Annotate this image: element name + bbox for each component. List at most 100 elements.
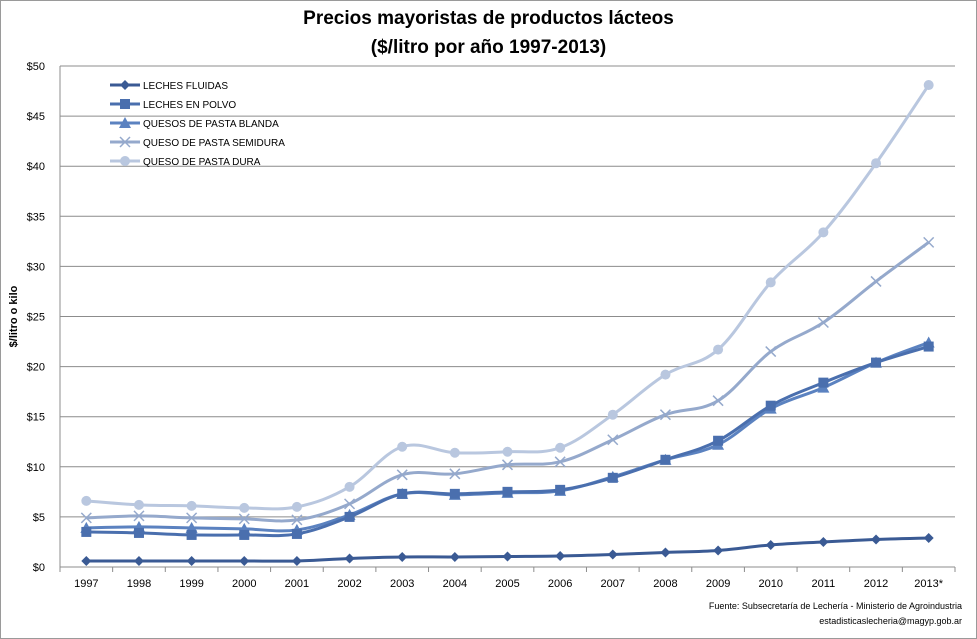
data-point <box>344 511 355 522</box>
data-point <box>607 472 618 483</box>
data-point <box>133 527 144 538</box>
x-tick-label: 2003 <box>390 578 414 590</box>
data-point <box>186 512 198 524</box>
data-point <box>239 502 250 513</box>
x-tick-label: 2007 <box>601 578 625 590</box>
data-point <box>818 536 829 547</box>
data-point <box>555 550 566 561</box>
x-tick-label: 2011 <box>812 578 836 590</box>
data-point <box>291 501 302 512</box>
data-point <box>186 529 197 540</box>
legend-label: QUESOS DE PASTA BLANDA <box>143 119 279 130</box>
series-line <box>86 84 930 511</box>
data-point <box>871 357 882 368</box>
y-tick-label: $20 <box>27 362 45 374</box>
data-point <box>871 158 882 169</box>
data-point <box>555 484 566 495</box>
x-tick-label: 2009 <box>706 578 730 590</box>
x-tick-label: 2001 <box>285 578 309 590</box>
source-line-1: Fuente: Subsecretaría de Lechería - Mini… <box>708 601 962 611</box>
series-0 <box>81 532 934 566</box>
data-point <box>870 275 882 287</box>
y-tick-label: $10 <box>27 462 45 474</box>
legend-marker <box>120 156 130 166</box>
data-point <box>555 442 566 453</box>
data-point <box>660 454 671 465</box>
x-tick-label: 2006 <box>548 578 572 590</box>
data-point <box>449 488 460 499</box>
data-point <box>81 555 92 566</box>
x-tick-label: 2012 <box>864 578 888 590</box>
series-3 <box>80 236 935 526</box>
legend-label: LECHES EN POLVO <box>143 100 236 111</box>
data-point <box>713 545 724 556</box>
y-axis-label: $/litro o kilo <box>8 285 20 347</box>
x-tick-label: 2000 <box>232 578 256 590</box>
data-point <box>344 498 356 510</box>
data-point <box>923 80 934 91</box>
x-tick-label: 1999 <box>179 578 203 590</box>
data-point <box>397 551 408 562</box>
data-point <box>765 539 776 550</box>
legend-label: LECHES FLUIDAS <box>143 81 228 92</box>
legend-label: QUESO DE PASTA DURA <box>143 157 261 168</box>
data-point <box>502 486 513 497</box>
y-tick-label: $5 <box>33 512 45 524</box>
y-tick-label: $35 <box>27 211 45 223</box>
legend: LECHES FLUIDAS LECHES EN POLVO QUESOS DE P… <box>110 80 285 168</box>
data-point <box>554 456 566 468</box>
chart-subtitle: ($/litro por año 1997-2013) <box>370 37 607 58</box>
data-point <box>607 409 618 420</box>
data-point <box>871 534 882 545</box>
data-point <box>186 555 197 566</box>
data-point <box>344 481 355 492</box>
legend-marker <box>120 80 130 90</box>
y-tick-label: $40 <box>27 161 45 173</box>
data-point <box>81 495 92 506</box>
data-point <box>765 400 776 411</box>
data-point <box>291 514 303 526</box>
data-point <box>501 459 514 471</box>
data-point <box>502 446 513 457</box>
x-tick-label: 2013* <box>914 578 943 590</box>
series-line <box>86 241 930 523</box>
x-tick-label: 2008 <box>653 578 677 590</box>
data-point <box>80 512 92 524</box>
data-point <box>397 441 408 452</box>
y-tick-label: $45 <box>27 111 45 123</box>
data-point <box>713 344 724 355</box>
chart-title: Precios mayoristas de productos lácteos <box>303 8 674 29</box>
data-point <box>133 555 144 566</box>
data-point <box>186 500 197 511</box>
series-line <box>86 341 930 533</box>
legend-marker <box>119 136 131 148</box>
data-point <box>502 551 513 562</box>
y-tick-label: $0 <box>33 562 45 574</box>
data-point <box>133 499 144 510</box>
x-tick-label: 1997 <box>74 578 98 590</box>
data-point <box>291 528 302 539</box>
legend-marker <box>120 99 130 109</box>
series-4 <box>81 80 934 513</box>
x-tick-label: 2005 <box>495 578 519 590</box>
data-point <box>923 341 934 352</box>
data-point <box>765 277 776 288</box>
data-point <box>344 553 355 564</box>
y-tick-label: $30 <box>27 261 45 273</box>
data-point <box>713 435 724 446</box>
data-point <box>81 526 92 537</box>
x-tick-label: 1998 <box>127 578 151 590</box>
data-point <box>449 468 461 480</box>
data-point <box>239 529 250 540</box>
data-point <box>133 510 145 522</box>
series-1 <box>81 341 934 540</box>
y-tick-label: $25 <box>27 312 45 324</box>
data-point <box>238 513 250 525</box>
data-point <box>607 434 619 446</box>
data-point <box>660 369 671 380</box>
data-point <box>817 316 829 329</box>
data-point <box>712 395 724 407</box>
data-point <box>818 377 829 388</box>
x-tick-label: 2002 <box>337 578 361 590</box>
